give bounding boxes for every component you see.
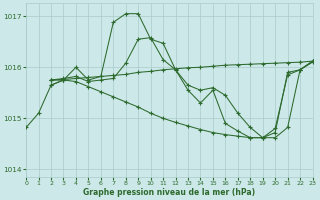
X-axis label: Graphe pression niveau de la mer (hPa): Graphe pression niveau de la mer (hPa) xyxy=(83,188,255,197)
